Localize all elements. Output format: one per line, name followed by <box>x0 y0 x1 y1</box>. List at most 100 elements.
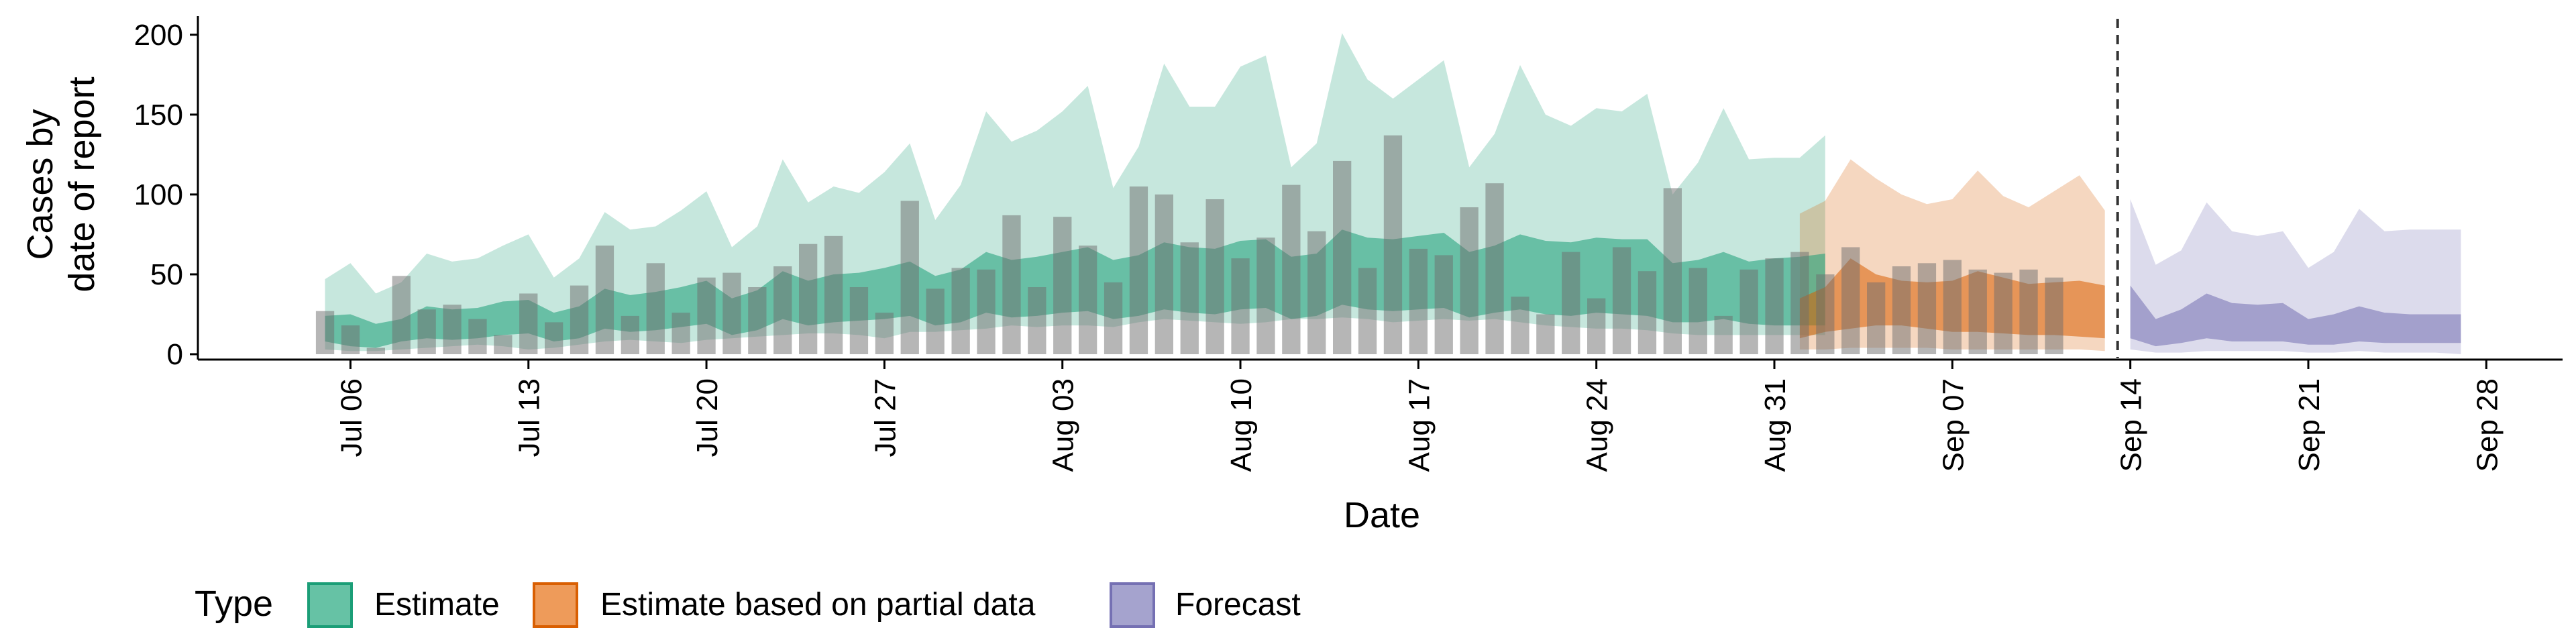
reported-cases-bar <box>417 309 436 354</box>
y-tick-label: 50 <box>150 258 183 291</box>
reported-cases-bar <box>570 285 589 354</box>
reported-cases-bar <box>1511 297 1529 354</box>
axes: 0 50 100 150 200 Jul 06 Jul 13 Jul 20 Jul 27 Aug … <box>134 16 2563 472</box>
reported-cases-bar <box>1282 184 1301 354</box>
reported-cases-bar <box>1028 287 1046 354</box>
reported-cases-bar <box>1663 188 1682 354</box>
reported-cases-bar <box>1739 269 1758 354</box>
reported-cases-bar <box>366 347 385 354</box>
legend-label-forecast: Forecast <box>1175 587 1301 623</box>
band50-forecast <box>2130 285 2461 347</box>
reported-cases-bar <box>1867 282 1886 354</box>
reported-cases-bar <box>1688 268 1707 354</box>
reported-cases-bar <box>1994 272 2012 354</box>
reported-cases-bar <box>1536 314 1555 354</box>
legend: Type Estimate Estimate based on partial … <box>195 582 1301 628</box>
y-tick-label: 150 <box>134 99 183 131</box>
reported-cases-bar <box>2045 277 2063 354</box>
x-tick-label: Aug 10 <box>1225 378 1258 472</box>
reported-cases-bar <box>494 335 513 354</box>
x-tick-label: Jul 06 <box>335 378 368 457</box>
reported-cases-bar <box>773 266 792 354</box>
reported-cases-bar <box>926 288 945 354</box>
y-axis-title-line2: date of report <box>62 76 102 292</box>
legend-label-partial: Estimate based on partial data <box>600 587 1036 623</box>
legend-title: Type <box>195 584 273 624</box>
reported-cases-bar <box>1612 247 1631 354</box>
reported-cases-bar <box>1841 247 1860 354</box>
reported-cases-bar <box>824 235 843 354</box>
reported-cases-bar <box>621 315 639 354</box>
reported-cases-bar <box>1383 135 1403 355</box>
x-tick-label: Sep 28 <box>2471 378 2504 472</box>
reported-cases-bar <box>1053 217 1072 354</box>
reported-cases-bar <box>900 201 919 354</box>
plot-area <box>315 19 2461 358</box>
reported-cases-bar <box>977 269 996 354</box>
reported-cases-bar <box>595 246 614 354</box>
reported-cases-bar <box>1968 269 1987 354</box>
reported-cases-bar <box>849 287 869 354</box>
reported-cases-bar <box>1892 266 1911 354</box>
reported-cases-bar <box>315 311 335 354</box>
x-tick-label: Jul 20 <box>691 378 724 457</box>
legend-key-forecast <box>1110 582 1155 628</box>
reported-cases-bar <box>1765 258 1784 354</box>
reported-cases-bar <box>722 272 741 354</box>
reported-cases-bar <box>545 322 564 354</box>
reported-cases-bar <box>1714 315 1733 354</box>
reported-cases-bar <box>392 276 411 354</box>
reported-cases-bar <box>1256 237 1275 354</box>
reported-cases-bar <box>1180 242 1199 354</box>
reported-cases-bar <box>951 268 970 354</box>
x-tick-label: Jul 13 <box>513 378 546 457</box>
reported-cases-bar <box>672 313 690 354</box>
y-tick-label: 0 <box>167 338 183 371</box>
reported-cases-bar <box>1638 271 1657 354</box>
reported-cases-bar <box>341 325 360 354</box>
y-tick-label: 200 <box>134 19 183 52</box>
x-tick-label: Aug 03 <box>1047 378 1080 472</box>
x-tick-label: Sep 21 <box>2293 378 2326 472</box>
reported-cases-bar <box>1307 231 1326 354</box>
reported-cases-bar <box>1079 246 1097 354</box>
reported-cases-bar <box>1002 215 1021 354</box>
x-axis-title: Date <box>1344 495 1420 535</box>
reported-cases-bar <box>646 263 665 354</box>
reported-cases-bar <box>1485 183 1504 354</box>
reported-cases-bar <box>1409 248 1428 354</box>
reported-cases-bar <box>799 244 818 354</box>
reported-cases-bar <box>1333 160 1352 354</box>
x-tick-label: Sep 14 <box>2115 378 2148 472</box>
reported-cases-bar <box>1562 252 1580 354</box>
legend-label-estimate: Estimate <box>374 587 500 623</box>
y-axis-title-line1: Cases by <box>20 109 60 260</box>
reported-cases-bar <box>748 287 767 354</box>
legend-key-partial <box>533 582 578 628</box>
reported-cases-bar <box>1434 255 1453 354</box>
x-tick-label: Aug 31 <box>1759 378 1792 472</box>
reported-cases-bar <box>875 313 894 354</box>
reported-cases-bar <box>1790 252 1809 354</box>
x-tick-label: Aug 17 <box>1403 378 1436 472</box>
y-tick-label: 100 <box>134 178 183 211</box>
reported-cases-bar <box>2019 269 2038 354</box>
reported-cases-bar <box>1129 186 1148 354</box>
x-tick-label: Aug 24 <box>1581 378 1614 472</box>
reported-cases-bar <box>519 293 538 354</box>
x-tick-label: Sep 07 <box>1937 378 1970 472</box>
reported-cases-bar <box>1943 260 1962 354</box>
reported-cases-bar <box>1104 282 1123 354</box>
reported-cases-bar <box>1816 274 1835 354</box>
reported-cases-bar <box>1231 258 1250 354</box>
reported-cases-bar <box>1917 263 1937 354</box>
reported-cases-bar <box>1205 199 1224 354</box>
reported-cases-bar <box>1155 194 1173 354</box>
reported-cases-bar <box>697 277 716 354</box>
x-tick-label: Jul 27 <box>869 378 902 457</box>
reported-cases-bar <box>468 319 487 354</box>
reported-cases-bar <box>1587 298 1606 354</box>
reported-cases-bar <box>1358 268 1377 354</box>
reported-cases-bar <box>443 305 462 354</box>
